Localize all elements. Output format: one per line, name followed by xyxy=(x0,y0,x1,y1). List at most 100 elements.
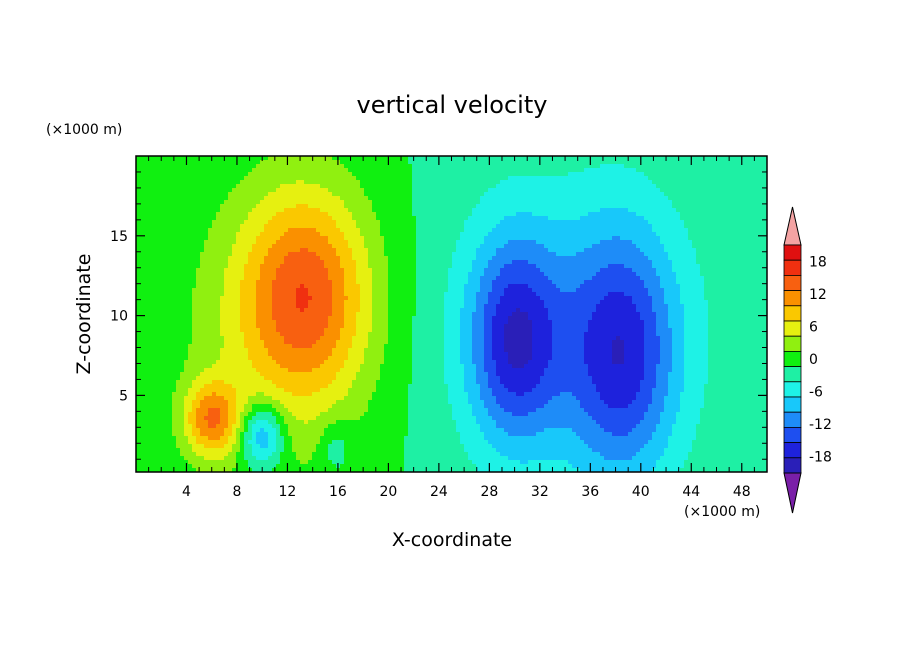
field-cell xyxy=(312,264,317,269)
field-cell xyxy=(296,220,301,225)
field-cell xyxy=(304,228,309,233)
field-cell xyxy=(560,236,565,241)
field-cell xyxy=(764,164,768,169)
field-cell xyxy=(604,184,609,189)
field-cell xyxy=(220,228,225,233)
field-cell xyxy=(252,264,257,269)
field-cell xyxy=(400,216,405,221)
field-cell xyxy=(580,228,585,233)
field-cell xyxy=(556,252,561,257)
field-cell xyxy=(372,276,377,281)
field-cell xyxy=(648,248,653,253)
field-cell xyxy=(700,164,705,169)
field-cell xyxy=(496,232,501,237)
field-cell xyxy=(720,200,725,205)
field-cell xyxy=(272,256,277,261)
field-cell xyxy=(548,164,553,169)
field-cell xyxy=(740,164,745,169)
field-cell xyxy=(568,268,573,273)
field-cell xyxy=(268,176,273,181)
field-cell xyxy=(744,172,749,177)
field-cell xyxy=(188,252,193,257)
field-cell xyxy=(720,180,725,185)
field-cell xyxy=(564,260,569,265)
field-cell xyxy=(640,260,645,265)
field-cell xyxy=(588,208,593,213)
field-cell xyxy=(300,160,305,165)
field-cell xyxy=(740,184,745,189)
field-cell xyxy=(748,220,753,225)
field-cell xyxy=(340,224,345,229)
field-cell xyxy=(404,176,409,181)
field-cell xyxy=(380,180,385,185)
field-cell xyxy=(616,168,621,173)
field-cell xyxy=(348,224,353,229)
field-cell xyxy=(728,168,733,173)
field-cell xyxy=(492,264,497,269)
field-cell xyxy=(656,232,661,237)
field-cell xyxy=(612,180,617,185)
field-cell xyxy=(580,156,585,161)
field-cell xyxy=(468,264,473,269)
field-cell xyxy=(204,280,209,285)
field-cell xyxy=(672,260,677,265)
field-cell xyxy=(232,244,237,249)
field-cell xyxy=(544,160,549,165)
field-cell xyxy=(316,228,321,233)
field-cell xyxy=(584,208,589,213)
field-cell xyxy=(372,180,377,185)
field-cell xyxy=(168,236,173,241)
field-cell xyxy=(252,160,257,165)
field-cell xyxy=(356,180,361,185)
field-cell xyxy=(492,200,497,205)
field-cell xyxy=(360,276,365,281)
field-cell xyxy=(224,244,229,249)
field-cell xyxy=(584,200,589,205)
field-cell xyxy=(284,280,289,285)
field-cell xyxy=(460,260,465,265)
field-cell xyxy=(352,184,357,189)
field-cell xyxy=(384,272,389,277)
field-cell xyxy=(632,256,637,261)
field-cell xyxy=(600,220,605,225)
field-cell xyxy=(476,172,481,177)
field-cell xyxy=(548,156,553,161)
field-cell xyxy=(612,196,617,201)
field-cell xyxy=(212,232,217,237)
field-cell xyxy=(488,196,493,201)
field-cell xyxy=(584,188,589,193)
field-cell xyxy=(448,240,453,245)
field-cell xyxy=(548,248,553,253)
field-cell xyxy=(356,196,361,201)
field-cell xyxy=(672,188,677,193)
field-cell xyxy=(476,196,481,201)
field-cell xyxy=(536,176,541,181)
field-cell xyxy=(280,256,285,261)
field-cell xyxy=(628,212,633,217)
field-cell xyxy=(664,196,669,201)
field-cell xyxy=(708,164,713,169)
field-cell xyxy=(144,248,149,253)
field-cell xyxy=(272,260,277,265)
field-cell xyxy=(304,220,309,225)
field-cell xyxy=(344,240,349,245)
field-cell xyxy=(380,236,385,241)
field-cell xyxy=(524,264,529,269)
field-cell xyxy=(496,188,501,193)
field-cell xyxy=(304,176,309,181)
field-cell xyxy=(628,196,633,201)
field-cell xyxy=(728,224,733,229)
field-cell xyxy=(288,232,293,237)
field-cell xyxy=(428,184,433,189)
field-cell xyxy=(544,260,549,265)
field-cell xyxy=(480,248,485,253)
field-cell xyxy=(252,236,257,241)
field-cell xyxy=(624,272,629,277)
field-cell xyxy=(328,264,333,269)
field-cell xyxy=(560,200,565,205)
field-cell xyxy=(736,236,741,241)
field-cell xyxy=(292,280,297,285)
field-cell xyxy=(136,236,141,241)
field-cell xyxy=(760,164,765,169)
field-cell xyxy=(572,164,577,169)
